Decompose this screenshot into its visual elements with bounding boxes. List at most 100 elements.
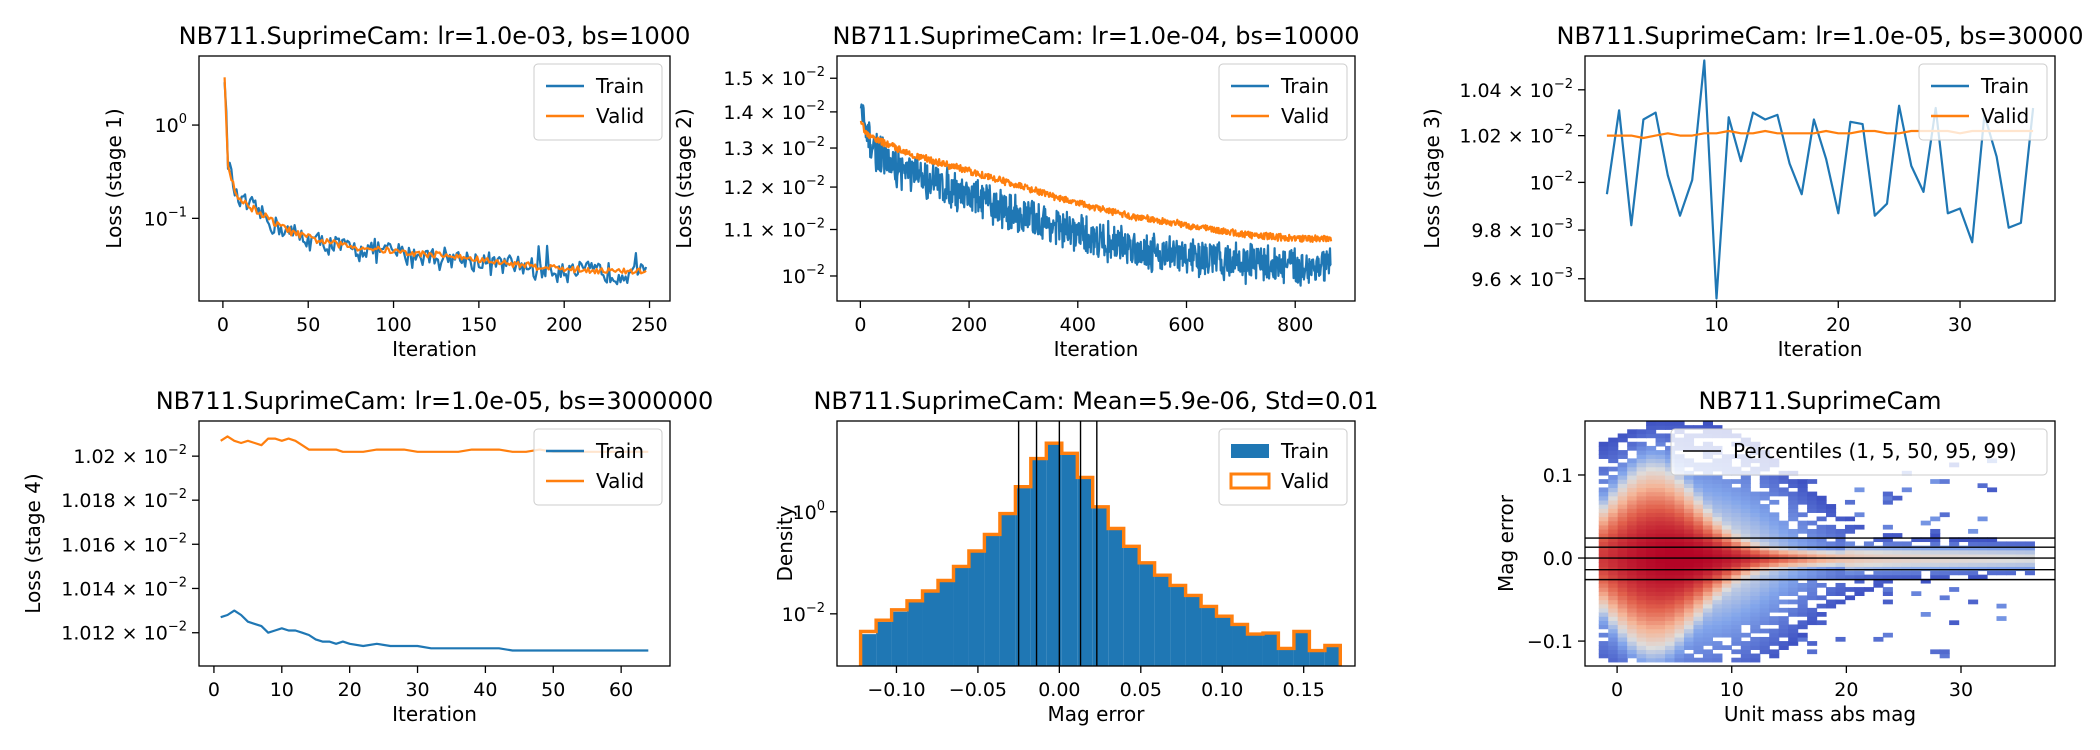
heatmap-cell	[1760, 575, 1770, 580]
heatmap-cell	[1684, 550, 1694, 555]
heatmap-cell	[1599, 492, 1609, 497]
heatmap-cell	[1646, 463, 1656, 468]
heatmap-cell	[1665, 616, 1675, 621]
heatmap-cell	[1618, 645, 1628, 650]
heatmap-cell	[1656, 529, 1666, 534]
heatmap-cell	[1665, 517, 1675, 522]
heatmap-cell	[1703, 629, 1713, 634]
heatmap-cell	[1675, 525, 1685, 530]
heatmap-cell	[1646, 629, 1656, 634]
heatmap-cell	[1693, 517, 1703, 522]
chart-title: NB711.SuprimeCam: Mean=5.9e-06, Std=0.01	[813, 387, 1378, 415]
heatmap-cell	[1637, 616, 1647, 621]
heatmap-cell	[1627, 433, 1637, 438]
heatmap-cell	[1940, 562, 1950, 567]
heatmap-cell	[1987, 541, 1997, 546]
heatmap-cell	[1798, 541, 1808, 546]
heatmap-cell	[1627, 558, 1637, 563]
heatmap-cell	[1854, 591, 1864, 596]
heatmap-cell	[1618, 575, 1628, 580]
heatmap-cell	[1684, 479, 1694, 484]
heatmap-cell	[1959, 570, 1969, 575]
heatmap-cell	[1637, 604, 1647, 609]
heatmap-cell	[1712, 483, 1722, 488]
heatmap-cell	[1665, 496, 1675, 501]
heatmap-cell	[1675, 629, 1685, 634]
heatmap-cell	[1599, 525, 1609, 530]
heatmap-cell	[1731, 533, 1741, 538]
heatmap-cell	[1646, 467, 1656, 472]
heatmap-cell	[1779, 575, 1789, 580]
heatmap-cell	[1826, 508, 1836, 513]
heatmap-cell	[1807, 546, 1817, 551]
heatmap-cell	[1750, 629, 1760, 634]
x-tick-label: 150	[461, 314, 497, 336]
heatmap-cell	[1798, 479, 1808, 484]
heatmap-cell	[1627, 562, 1637, 567]
heatmap-cell	[1731, 500, 1741, 505]
heatmap-cell	[1722, 575, 1732, 580]
heatmap-cell	[1656, 458, 1666, 463]
heatmap-cell	[1769, 512, 1779, 517]
heatmap-cell	[1883, 587, 1893, 592]
heatmap-cell	[1608, 637, 1618, 642]
heatmap-cell	[1608, 546, 1618, 551]
heatmap-cell	[1911, 591, 1921, 596]
heatmap-cell	[1608, 529, 1618, 534]
heatmap-cell	[1731, 529, 1741, 534]
heatmap-cell	[1978, 483, 1988, 488]
heatmap-cell	[1788, 512, 1798, 517]
heatmap-cell	[1627, 517, 1637, 522]
heatmap-cell	[1646, 645, 1656, 650]
heatmap-cell	[1807, 508, 1817, 513]
heatmap-cell	[1779, 600, 1789, 605]
heatmap-cell	[1741, 595, 1751, 600]
heatmap-cell	[1712, 600, 1722, 605]
heatmap-cell	[1656, 645, 1666, 650]
heatmap-cell	[1656, 533, 1666, 538]
heatmap-cell	[1618, 525, 1628, 530]
heatmap-cell	[1637, 546, 1647, 551]
heatmap-cell	[1750, 645, 1760, 650]
chart-panel-4: 0 10 20 30 40 50 601.02 × 10−21.018 × 10−21.01…	[21, 387, 713, 726]
heatmap-cell	[1750, 641, 1760, 646]
heatmap-cell	[1779, 566, 1789, 571]
heatmap-cell	[1826, 546, 1836, 551]
heatmap-cell	[1665, 558, 1675, 563]
heatmap-cell	[1627, 587, 1637, 592]
x-tick-label: 60	[609, 679, 633, 701]
heatmap-cell	[1618, 517, 1628, 522]
heatmap-cell	[1646, 525, 1656, 530]
heatmap-cell	[1637, 624, 1647, 629]
heatmap-cell	[1656, 570, 1666, 575]
hist-bar-train	[1077, 478, 1092, 666]
heatmap-cell	[1646, 546, 1656, 551]
heatmap-cell	[1608, 504, 1618, 509]
legend-label: Valid	[596, 104, 644, 128]
heatmap-cell	[1608, 508, 1618, 513]
heatmap-cell	[1693, 633, 1703, 638]
heatmap-cell	[1627, 629, 1637, 634]
heatmap-cell	[1854, 570, 1864, 575]
heatmap-cell	[1892, 558, 1902, 563]
heatmap-cell	[1712, 492, 1722, 497]
heatmap-cell	[1807, 496, 1817, 501]
heatmap-cell	[1693, 629, 1703, 634]
heatmap-cell	[1599, 587, 1609, 592]
heatmap-cell	[1693, 512, 1703, 517]
heatmap-cell	[1883, 525, 1893, 530]
heatmap-cell	[1646, 654, 1656, 659]
heatmap-cell	[1996, 566, 2006, 571]
heatmap-cell	[1637, 649, 1647, 654]
heatmap-cell	[1627, 492, 1637, 497]
heatmap-cell	[1684, 496, 1694, 501]
heatmap-cell	[1788, 600, 1798, 605]
heatmap-cell	[1637, 475, 1647, 480]
heatmap-cell	[2025, 558, 2035, 563]
heatmap-cell	[1675, 645, 1685, 650]
x-tick-label: 0.00	[1038, 679, 1080, 701]
heatmap-cell	[1675, 487, 1685, 492]
heatmap-cell	[1807, 500, 1817, 505]
heatmap-cell	[1788, 479, 1798, 484]
heatmap-cell	[1618, 508, 1628, 513]
